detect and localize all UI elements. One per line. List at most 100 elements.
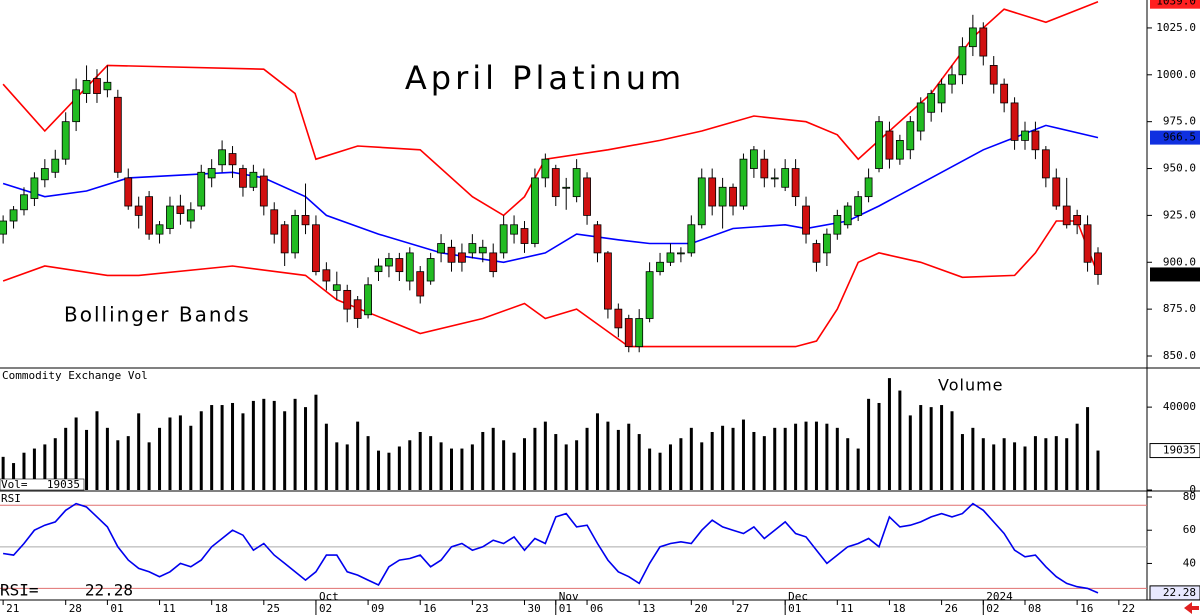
- candle-body: [1000, 83, 1009, 104]
- volume-bar: [522, 438, 526, 490]
- volume-bar: [825, 423, 829, 490]
- volume-bar: [564, 444, 568, 490]
- volume-bar: [502, 440, 506, 490]
- candle-body: [312, 224, 320, 273]
- volume-bar: [147, 442, 151, 490]
- volume-bar: [731, 427, 735, 490]
- volume-bar: [53, 438, 57, 490]
- x-tick-label: 01: [559, 602, 572, 615]
- candle-body: [1083, 224, 1092, 263]
- x-tick-label: 01: [110, 602, 123, 615]
- volume-bar: [64, 427, 68, 490]
- candle-body: [614, 308, 623, 329]
- volume-bar: [981, 438, 985, 490]
- y-tick-label: 925.0: [1163, 208, 1196, 221]
- candle-body: [30, 177, 39, 199]
- candle-body: [437, 243, 445, 254]
- y-tick-label: 1000.0: [1156, 68, 1196, 81]
- readout-value: 19035: [1163, 444, 1196, 457]
- y-tick-label: 1025.0: [1156, 21, 1196, 34]
- candle-body: [875, 121, 883, 169]
- volume-bar: [689, 427, 693, 490]
- x-tick-label: 06: [590, 602, 603, 615]
- volume-bar: [929, 407, 933, 490]
- volume-bar: [887, 378, 891, 490]
- candle-body: [103, 81, 112, 91]
- candle-body: [218, 149, 227, 166]
- volume-bar: [126, 436, 130, 490]
- volume-bar: [85, 429, 89, 490]
- y-tick-label: 80: [1183, 490, 1196, 503]
- volume-bar: [752, 431, 756, 490]
- candle-body: [687, 224, 696, 254]
- candle-body: [447, 246, 456, 263]
- x-tick-label: 08: [1028, 602, 1041, 615]
- volume-bar: [429, 436, 433, 490]
- candle-body: [989, 65, 998, 85]
- volume-bar: [116, 440, 120, 490]
- volume-bar: [356, 421, 360, 490]
- readout-box: [1149, 585, 1200, 601]
- month-label: 2024: [986, 590, 1013, 603]
- candle-body: [343, 289, 352, 310]
- candle-body: [249, 171, 258, 188]
- volume-bar: [1002, 438, 1006, 490]
- x-tick-label: 09: [371, 602, 384, 615]
- candle-body: [72, 89, 81, 123]
- y-tick-label: 900.0: [1163, 255, 1196, 268]
- volume-bar: [971, 427, 975, 490]
- candle-body: [822, 233, 831, 254]
- candle-body: [604, 252, 612, 310]
- candle-body: [374, 265, 383, 273]
- candle-body: [1052, 177, 1061, 207]
- volume-bar: [335, 442, 339, 490]
- x-tick-label: 30: [527, 602, 540, 615]
- candle-body: [770, 177, 779, 180]
- readout-label: Vol=: [1, 478, 28, 491]
- volume-bar: [700, 442, 704, 490]
- volume-bar: [794, 423, 798, 490]
- volume-bar: [32, 448, 36, 490]
- volume-bar: [721, 425, 725, 490]
- volume-bar: [418, 431, 422, 490]
- candle-body: [718, 186, 727, 207]
- volume-bar: [210, 405, 214, 490]
- volume-bar: [158, 427, 162, 490]
- candle-body: [927, 93, 936, 113]
- candle-body: [186, 209, 195, 222]
- volume-bar: [178, 415, 182, 490]
- volume-bar: [679, 438, 683, 490]
- candle-body: [968, 27, 977, 48]
- volume-bar: [43, 444, 47, 490]
- volume-bar: [960, 434, 964, 490]
- candle-body: [583, 177, 591, 216]
- volume-bar: [512, 452, 516, 490]
- candle-body: [9, 209, 18, 222]
- candle-body: [82, 80, 91, 94]
- volume-bar: [616, 429, 620, 490]
- volume-bar: [262, 398, 266, 490]
- candle-body: [510, 224, 518, 235]
- volume-bar: [377, 450, 381, 490]
- y-tick-label: 975.0: [1163, 115, 1196, 128]
- volume-bar: [940, 405, 944, 490]
- candle-body: [645, 271, 654, 319]
- price-marker-box: [1150, 130, 1200, 145]
- volume-bar: [1075, 423, 1079, 490]
- volume-bar: [272, 400, 276, 490]
- candle-body: [61, 121, 70, 160]
- y-tick-label: 875.0: [1163, 302, 1196, 315]
- x-tick-label: 16: [1080, 602, 1093, 615]
- candle-body: [593, 224, 602, 254]
- candle-body: [708, 177, 717, 207]
- x-tick-label: 16: [423, 602, 436, 615]
- candle-body: [739, 158, 748, 207]
- candle-body: [1073, 215, 1082, 226]
- x-tick-label: 02: [319, 602, 332, 615]
- y-tick-label: 60: [1183, 523, 1196, 536]
- candle-body: [197, 171, 206, 207]
- scroll-arrow-icon[interactable]: [1184, 602, 1199, 614]
